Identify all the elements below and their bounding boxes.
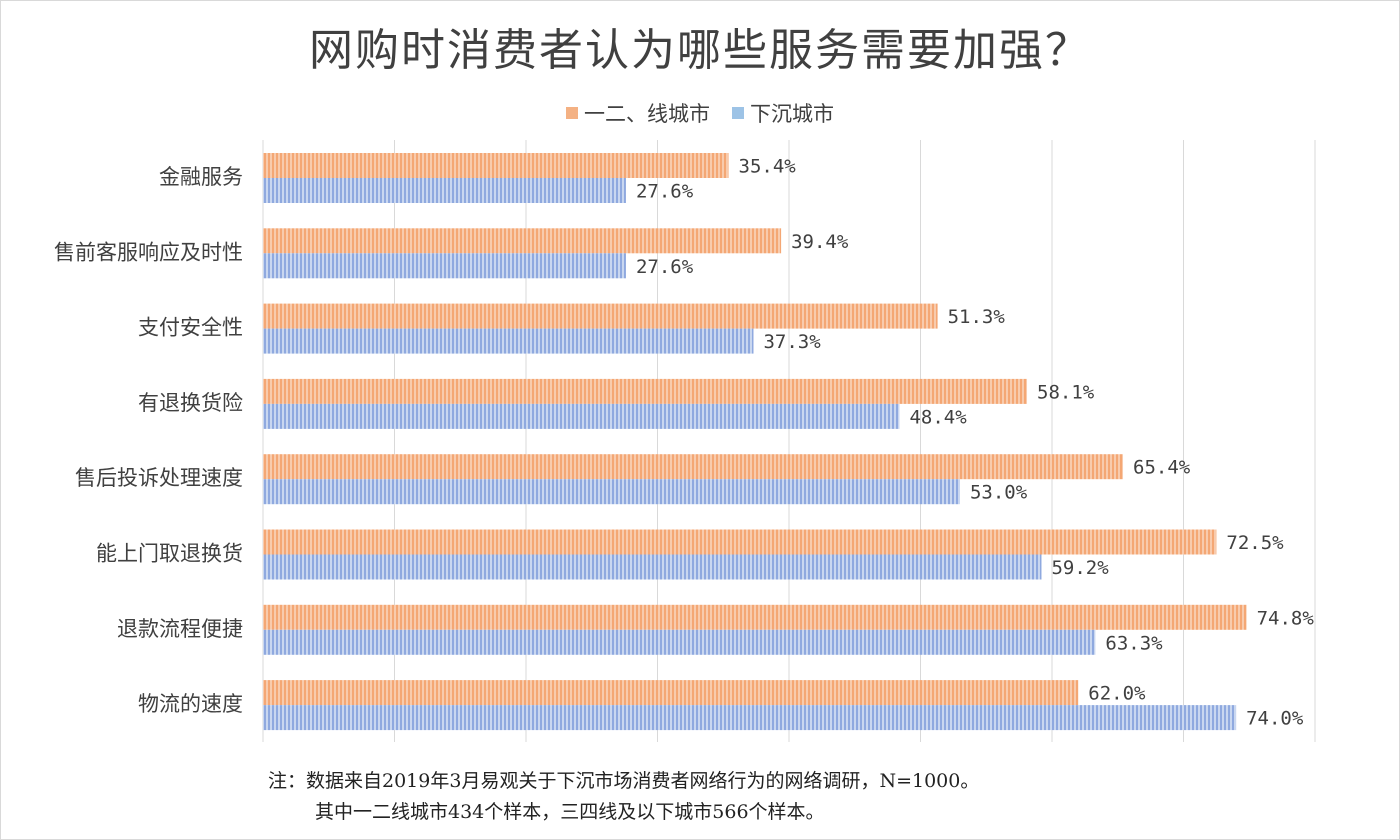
legend-item-lower-tier: 下沉城市 [732, 98, 834, 128]
bar-tier12 [263, 228, 782, 254]
bar-lower-tier [263, 253, 626, 279]
chart-legend: 一二、线城市 下沉城市 [0, 98, 1400, 128]
category-label: 售前客服响应及时性 [54, 240, 243, 264]
bar-tier12 [263, 303, 938, 329]
legend-item-tier12: 一二、线城市 [566, 98, 710, 128]
bar-lower-tier [263, 479, 960, 505]
data-label-tier12: 35.4% [739, 156, 797, 178]
data-label-tier12: 62.0% [1088, 683, 1146, 705]
legend-label-lower-tier: 下沉城市 [750, 102, 834, 126]
bar-tier12 [263, 153, 729, 178]
legend-swatch-tier12 [566, 107, 578, 119]
data-label-tier12: 74.8% [1257, 607, 1315, 629]
bar-tier12 [263, 604, 1247, 630]
bar-lower-tier [263, 705, 1237, 731]
bar-lower-tier [263, 178, 626, 203]
data-label-lower-tier: 59.2% [1051, 557, 1109, 579]
bar-lower-tier [263, 554, 1042, 580]
category-label: 金融服务 [159, 165, 243, 189]
data-label-lower-tier: 27.6% [636, 181, 694, 203]
bar-lower-tier [263, 328, 754, 354]
data-label-lower-tier: 74.0% [1246, 708, 1304, 730]
bar-tier12 [263, 454, 1124, 480]
category-label: 售后投诉处理速度 [75, 466, 243, 490]
data-label-tier12: 58.1% [1037, 381, 1095, 403]
category-label: 物流的速度 [138, 692, 243, 716]
note-line-2: 其中一二线城市434个样本，三四线及以下城市566个样本。 [315, 801, 825, 823]
data-label-lower-tier: 37.3% [763, 331, 821, 353]
data-label-tier12: 65.4% [1133, 457, 1191, 479]
data-label-tier12: 51.3% [948, 306, 1006, 328]
data-label-lower-tier: 53.0% [970, 482, 1028, 504]
data-label-tier12: 39.4% [791, 231, 849, 253]
bar-lower-tier [263, 403, 900, 429]
data-label-lower-tier: 27.6% [636, 256, 694, 278]
chart-notes: 注：数据来自2019年3月易观关于下沉市场消费者网络行为的网络调研，N=1000… [268, 766, 979, 828]
category-label: 支付安全性 [138, 316, 243, 340]
bar-lower-tier [263, 629, 1096, 655]
category-label: 能上门取退换货 [96, 542, 243, 566]
chart-title: 网购时消费者认为哪些服务需要加强？ [309, 25, 1091, 76]
data-label-lower-tier: 48.4% [909, 406, 967, 428]
data-label-lower-tier: 63.3% [1105, 632, 1163, 654]
legend-label-tier12: 一二、线城市 [584, 102, 710, 126]
bar-tier12 [263, 680, 1079, 706]
category-label: 有退换货险 [138, 391, 243, 415]
data-label-tier12: 72.5% [1226, 532, 1284, 554]
note-line-1: 注：数据来自2019年3月易观关于下沉市场消费者网络行为的网络调研，N=1000… [268, 770, 980, 792]
category-label: 退款流程便捷 [117, 617, 243, 641]
bar-tier12 [263, 529, 1217, 555]
legend-swatch-lower-tier [732, 107, 744, 119]
bar-tier12 [263, 378, 1028, 404]
